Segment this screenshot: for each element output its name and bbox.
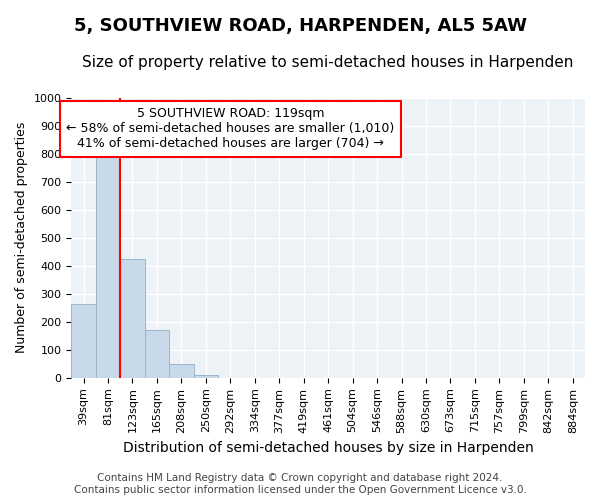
Text: 5 SOUTHVIEW ROAD: 119sqm
← 58% of semi-detached houses are smaller (1,010)
41% o: 5 SOUTHVIEW ROAD: 119sqm ← 58% of semi-d… — [67, 108, 395, 150]
X-axis label: Distribution of semi-detached houses by size in Harpenden: Distribution of semi-detached houses by … — [123, 441, 533, 455]
Text: 5, SOUTHVIEW ROAD, HARPENDEN, AL5 5AW: 5, SOUTHVIEW ROAD, HARPENDEN, AL5 5AW — [74, 18, 527, 36]
Bar — [169, 364, 194, 378]
Bar — [145, 330, 169, 378]
Title: Size of property relative to semi-detached houses in Harpenden: Size of property relative to semi-detach… — [82, 55, 574, 70]
Text: Contains HM Land Registry data © Crown copyright and database right 2024.
Contai: Contains HM Land Registry data © Crown c… — [74, 474, 526, 495]
Y-axis label: Number of semi-detached properties: Number of semi-detached properties — [15, 122, 28, 354]
Bar — [194, 375, 218, 378]
Bar — [71, 304, 96, 378]
Bar — [120, 258, 145, 378]
Bar — [96, 148, 120, 378]
